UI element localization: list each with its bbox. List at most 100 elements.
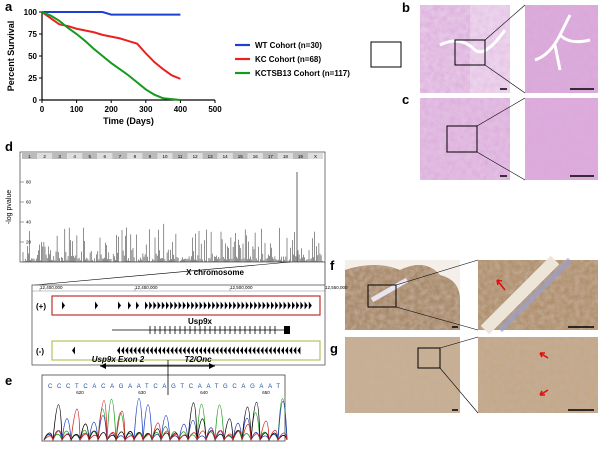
zoom-box <box>417 347 441 369</box>
chromosome-band <box>202 153 218 159</box>
chromosome-label: 10 <box>162 154 168 159</box>
stroma <box>497 257 573 333</box>
zoom-line <box>484 64 526 94</box>
y-tick-label: 60 <box>26 200 32 205</box>
insertion-marker <box>262 301 266 310</box>
y-tick-label: 100 <box>24 8 38 17</box>
chromosome-band <box>262 153 278 159</box>
insertion-marker <box>229 301 232 310</box>
position-label: 650 <box>262 390 270 395</box>
duct <box>534 14 591 71</box>
y-tick-label: 50 <box>28 52 37 61</box>
x-tick-label: 300 <box>139 105 153 114</box>
x-tick-label: 200 <box>105 105 119 114</box>
insertion-marker <box>231 346 235 355</box>
insertion-marker <box>266 301 270 310</box>
panel-label: f <box>330 258 335 273</box>
x-tick-label: 100 <box>70 105 84 114</box>
insertion-marker <box>118 301 121 310</box>
minus-strand-label: (-) <box>36 347 44 356</box>
trace <box>43 400 288 442</box>
insertion-marker <box>245 301 249 310</box>
insertion-marker <box>233 301 237 310</box>
insertion-marker <box>293 346 297 355</box>
insertion-marker <box>133 346 137 355</box>
chromosome-band <box>52 153 68 159</box>
y-tick-label: 40 <box>26 220 32 225</box>
chromosome-band <box>22 153 38 159</box>
insertion-marker <box>141 346 145 355</box>
gene-exon <box>284 326 290 334</box>
insertion-marker <box>300 301 304 310</box>
insertion-marker <box>297 346 301 355</box>
insertion-marker <box>211 346 215 355</box>
chromosome-label: 3 <box>58 154 61 159</box>
zoom-box <box>367 284 397 308</box>
chromosome-band <box>97 153 113 159</box>
insertion-marker <box>285 346 289 355</box>
chromosome-band <box>217 153 233 159</box>
image-texture <box>525 98 598 180</box>
insertion-marker <box>271 301 274 310</box>
insertion-marker <box>149 346 153 355</box>
insertion-marker <box>186 346 190 355</box>
insertion-marker <box>178 301 182 310</box>
legend-label: WT Cohort (n=30) <box>255 41 322 50</box>
insertion-marker <box>128 301 131 310</box>
insertion-marker <box>149 301 153 310</box>
vessel <box>480 255 560 335</box>
insertion-marker <box>187 301 190 310</box>
insertion-marker <box>220 301 224 310</box>
position-label: 620 <box>76 390 84 395</box>
insertion-marker <box>62 301 65 310</box>
locus-frame <box>31 284 326 366</box>
zoom-box <box>454 39 486 66</box>
x-axis-label: X chromosome <box>186 268 244 277</box>
position-label: 640 <box>200 390 208 395</box>
insertion-marker <box>174 346 178 355</box>
zoom-line <box>439 336 479 349</box>
insertion-marker <box>117 346 120 355</box>
insertion-marker <box>289 346 293 355</box>
position-label: 630 <box>138 390 146 395</box>
insertion-marker <box>190 346 194 355</box>
insertion-marker <box>240 346 243 355</box>
insertion-marker <box>182 346 186 355</box>
image-texture <box>525 5 598 93</box>
arrow <box>496 279 506 291</box>
insertion-marker <box>219 346 223 355</box>
panel-label: b <box>402 0 410 15</box>
zoom-line <box>476 97 526 127</box>
chromosome-label: 17 <box>268 154 274 159</box>
insertion-marker <box>260 346 264 355</box>
insertion-marker <box>256 346 260 355</box>
legend-label: KCTSB13 Cohort (n=117) <box>255 69 350 78</box>
insertion-marker <box>121 346 125 355</box>
chromosome-band <box>82 153 98 159</box>
chromosome-label: 16 <box>253 154 259 159</box>
panel-label: a <box>5 0 13 14</box>
insertion-marker <box>170 346 174 355</box>
insertion-marker <box>145 301 148 310</box>
chromosome-band <box>307 153 323 159</box>
insertion-marker <box>166 346 170 355</box>
coordinate-label: 12,500,000 <box>230 285 253 290</box>
insertion-marker <box>283 301 287 310</box>
image-texture <box>478 337 598 413</box>
image-texture <box>345 265 460 330</box>
chromosome-band <box>37 153 53 159</box>
insertion-marker <box>279 301 283 310</box>
chromosome-label: 5 <box>88 154 91 159</box>
insertion-marker <box>153 346 157 355</box>
chromosome-label: 7 <box>119 154 122 159</box>
zoom-box <box>370 41 402 68</box>
insertion-marker <box>136 301 139 310</box>
chromosome-label: X <box>314 154 317 159</box>
insertion-marker <box>194 346 198 355</box>
chromosome-band <box>277 153 293 159</box>
panel-label: e <box>5 373 12 388</box>
y-axis-label: -log pvalue <box>6 190 13 224</box>
chromosome-band <box>232 153 248 159</box>
insertion-marker <box>250 301 253 310</box>
